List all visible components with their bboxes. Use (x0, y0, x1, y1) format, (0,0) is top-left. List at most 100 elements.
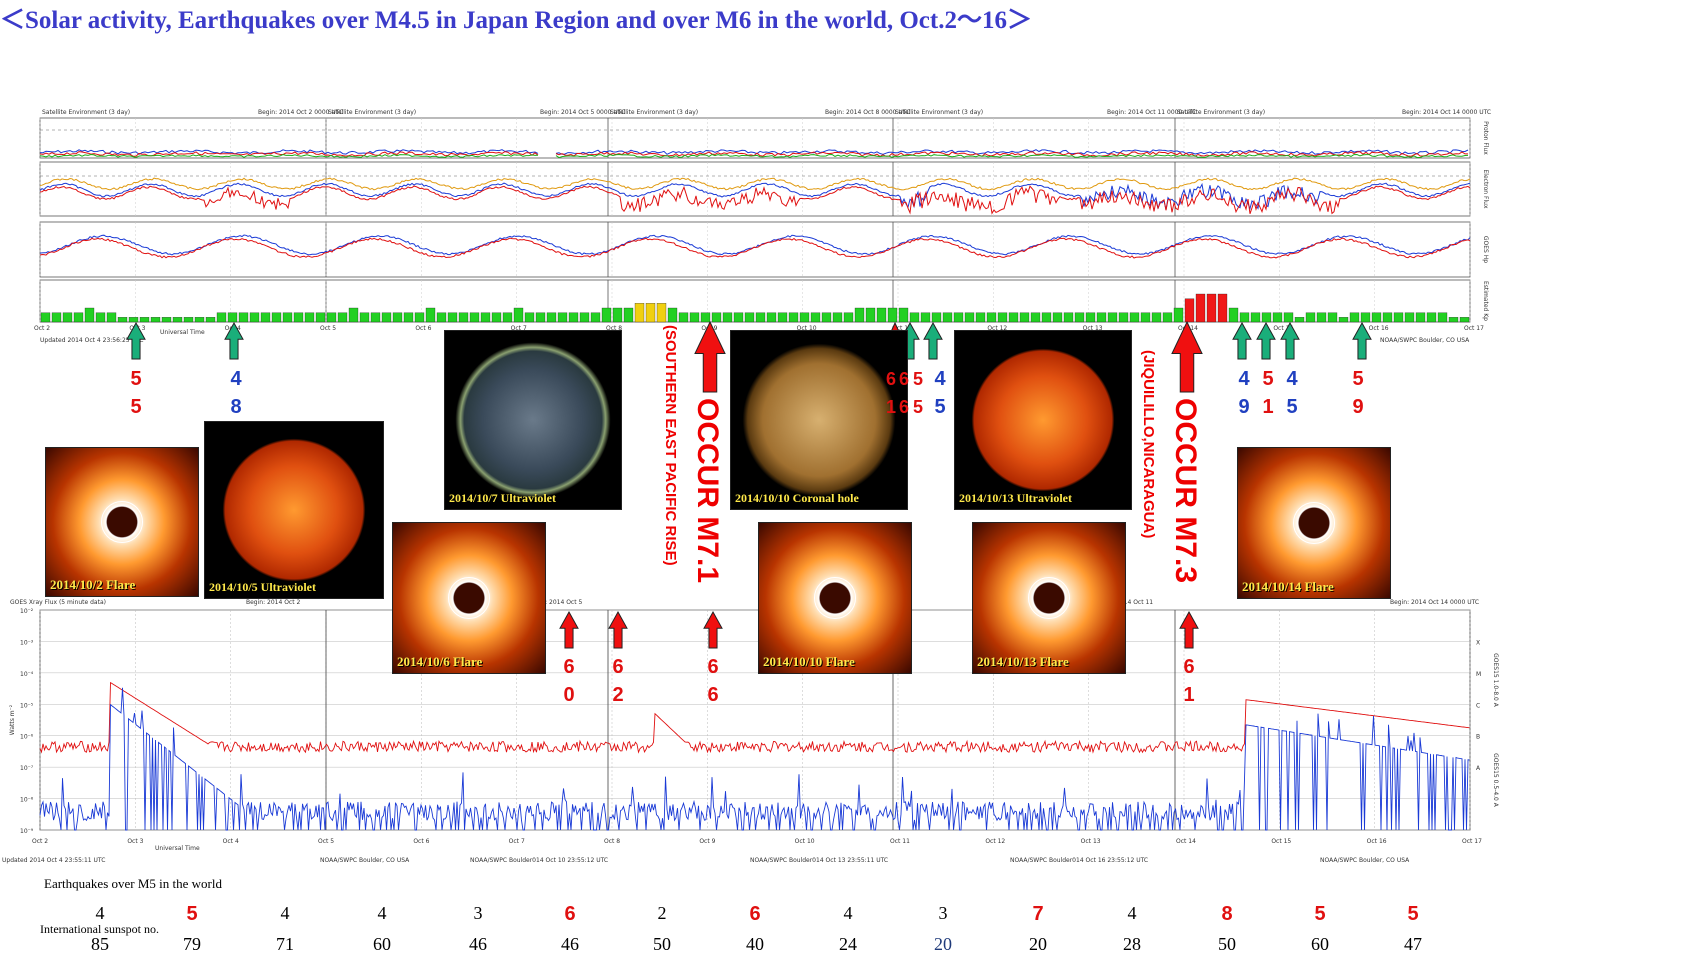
occulter-circle-icon (1293, 502, 1335, 544)
kp-bar (1448, 317, 1459, 323)
kp-date-label: Oct 7 (511, 325, 527, 332)
kp-bar (887, 307, 898, 323)
kp-bar (1063, 312, 1074, 323)
kp-bar (975, 312, 986, 323)
magnitude-digit: 6 (898, 397, 909, 417)
solar-image-uv: 2014/10/13 Ultraviolet (954, 330, 1132, 510)
hp-line-blue (39, 234, 1471, 256)
kp-bar (1360, 312, 1371, 323)
kp-bar (480, 312, 491, 323)
kp-bar (1074, 312, 1085, 323)
kp-bar (1261, 312, 1272, 323)
kp-bar (1250, 312, 1261, 323)
magnitude-digit: 6 (1183, 656, 1195, 678)
xray-ytick: 10⁻⁴ (20, 671, 34, 678)
kp-bar (1195, 293, 1206, 323)
kp-bar (447, 312, 458, 323)
kp-bar (931, 312, 942, 323)
kp-bar (1085, 312, 1096, 323)
kp-bar (645, 303, 656, 323)
kp-bar (1349, 312, 1360, 323)
kp-bar (722, 312, 733, 323)
m7-arrow-icon (1171, 320, 1203, 393)
sunspot-value: 71 (276, 934, 294, 954)
eq-count-value: 6 (749, 903, 761, 925)
top-panel-header: Satellite Environment (3 day) (42, 109, 130, 116)
proton-line-green (39, 153, 1469, 159)
kp-date-label: Oct 11 (892, 325, 912, 332)
kp-bar (1008, 312, 1019, 323)
kp-bar (469, 312, 480, 323)
xray-ytick: 10⁻² (20, 608, 34, 615)
kp-bar (1294, 317, 1305, 323)
kp-bar (1459, 317, 1470, 323)
kp-bar (843, 312, 854, 323)
xray-date-label: Oct 17 (1462, 838, 1482, 845)
eq-count-value: 2 (657, 903, 667, 923)
kp-bar (216, 312, 227, 323)
kp-bar (546, 312, 557, 323)
world-quake-arrow-icon (608, 610, 628, 649)
solar-image-flare: 2014/10/2 Flare (45, 447, 199, 597)
xray-ytick: 10⁻⁷ (20, 765, 34, 772)
xray-date-label: Oct 2 (32, 838, 48, 845)
magnitude-digit: 4 (230, 368, 242, 390)
xray-ytick: 10⁻⁶ (20, 734, 34, 741)
kp-bar (381, 312, 392, 323)
eq-count-value: 4 (280, 903, 290, 923)
kp-bar (1206, 293, 1217, 323)
kp-bar (876, 307, 887, 323)
kp-bar (348, 307, 359, 323)
kp-bar (1338, 317, 1349, 323)
top-panel-ylabel: Electron Flux (1482, 170, 1489, 209)
kp-bar (755, 312, 766, 323)
top-panel-begin: Begin: 2014 Oct 5 0000 UTC (540, 109, 625, 116)
kp-bar (667, 307, 678, 323)
solar-image-label: 2014/10/5 Ultraviolet (209, 580, 316, 594)
kp-bar (436, 312, 447, 323)
top-panel-begin: Begin: 2014 Oct 2 0000 UTC (258, 109, 343, 116)
kp-bar (568, 312, 579, 323)
world-quake-arrow-icon (1179, 610, 1199, 649)
magnitude-digit: 5 (934, 396, 946, 418)
kp-bar (865, 307, 876, 323)
top-updated-label: Updated 2014 Oct 4 23:56:25 UTC (40, 337, 143, 344)
solar-image-label: 2014/10/13 Flare (977, 654, 1069, 669)
kp-bar (1162, 312, 1173, 323)
magnitude-digit: 4 (1286, 368, 1298, 390)
occur-place-text: (SOUTHERN EAST PACIFIC RISE) (662, 325, 679, 566)
kp-bar (172, 317, 183, 323)
solar-image-flare: 2014/10/10 Flare (758, 522, 912, 674)
kp-bar (161, 317, 172, 323)
kp-date-label: Oct 15 (1273, 325, 1293, 332)
kp-bar (260, 312, 271, 323)
kp-bar (1129, 312, 1140, 323)
xray-date-label: Oct 4 (223, 838, 239, 845)
xray-footer: NOAA/SWPC Boulder, CO USA (1320, 857, 1410, 864)
xray-date-label: Oct 13 (1081, 838, 1101, 845)
xray-date-label: Oct 6 (413, 838, 429, 845)
top-panel-begin: Begin: 2014 Oct 8 0000 UTC (825, 109, 910, 116)
sunspot-label: International sunspot no. (40, 922, 159, 936)
magnitude-digit: 5 (130, 368, 142, 390)
xray-ylabel: Watts m⁻² (9, 704, 16, 735)
xray-footer: NOAA/SWPC Boulder, CO USA (320, 857, 410, 864)
sunspot-value: 50 (653, 934, 671, 954)
kp-bar (986, 312, 997, 323)
eq-count-value: 4 (1127, 903, 1137, 923)
xray-short-line (39, 687, 1470, 831)
xray-class-label: A (1476, 765, 1481, 772)
xray-date-label: Oct 9 (699, 838, 715, 845)
sunspot-value: 20 (934, 934, 952, 954)
occur-place-text: (JIQUILILLO,NICARAGUA) (1140, 350, 1157, 539)
solar-image-label: 2014/10/6 Flare (397, 654, 483, 669)
kp-date-label: Oct 2 (34, 325, 50, 332)
solar-image-label: 2014/10/2 Flare (50, 577, 136, 592)
